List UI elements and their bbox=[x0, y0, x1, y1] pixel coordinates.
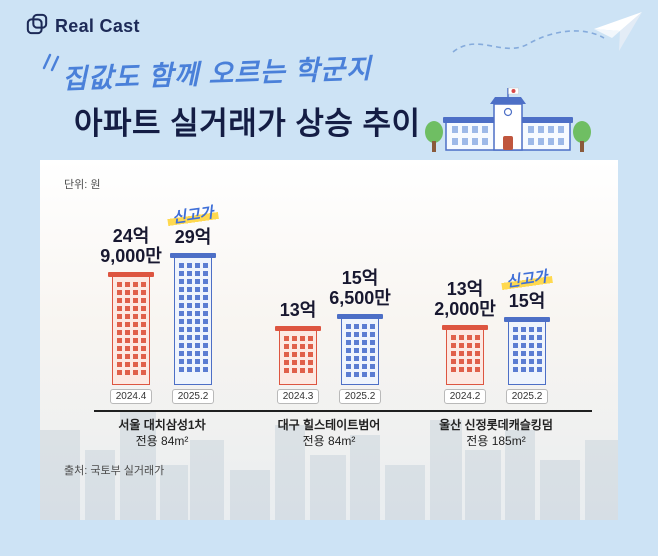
price-label: 15억 bbox=[508, 291, 546, 312]
exclusive-area: 전용 84m² bbox=[302, 433, 356, 448]
group-label: 울산 신정롯데캐슬킹덤 전용 185m² bbox=[401, 418, 591, 449]
building-illustration bbox=[170, 253, 216, 385]
building-windows bbox=[174, 258, 212, 385]
unit-label: 단위: 원 bbox=[64, 179, 101, 191]
subtitle-handwritten: 집값도 함께 오르는 학군지 bbox=[61, 53, 373, 95]
price-label: 29억 bbox=[174, 227, 212, 248]
bars-row: 24억 9,000만 2024.4 신고가 29억 2025.2 bbox=[100, 200, 221, 404]
building-bar-before: 13억 2,000만 2024.2 bbox=[434, 278, 496, 404]
building-roof bbox=[442, 325, 488, 330]
chart-baseline bbox=[94, 410, 592, 412]
building-bar-after: 15억 6,500만 2025.2 bbox=[329, 267, 391, 404]
building-bar-after: 신고가 15억 2025.2 bbox=[499, 264, 555, 404]
brand-name: Real Cast bbox=[55, 16, 140, 36]
accent-slashes-icon bbox=[40, 50, 60, 77]
building-roof bbox=[275, 326, 321, 331]
building-roof bbox=[170, 253, 216, 258]
school-illustration bbox=[424, 86, 592, 161]
date-badge: 2025.2 bbox=[505, 389, 549, 404]
building-bar-after: 신고가 29억 2025.2 bbox=[165, 200, 221, 404]
date-badge: 2024.4 bbox=[109, 389, 153, 404]
building-windows bbox=[508, 322, 546, 385]
building-windows bbox=[446, 330, 484, 385]
dashed-flight-path bbox=[448, 24, 608, 65]
source-label: 출처: 국토부 실거래가 bbox=[64, 465, 165, 477]
exclusive-area: 전용 185m² bbox=[466, 433, 526, 448]
bars-row: 13억 2024.3 15억 6,500만 2025.2 bbox=[270, 267, 391, 404]
new-high-annotation: 신고가 bbox=[500, 264, 554, 293]
paper-plane-icon bbox=[592, 8, 644, 59]
building-illustration bbox=[275, 326, 321, 385]
complex-name: 서울 대치삼성1차 bbox=[118, 418, 206, 432]
price-label: 13억 bbox=[279, 300, 317, 321]
price-label: 15억 6,500만 bbox=[329, 267, 391, 309]
page-title: 아파트 실거래가 상승 추이 bbox=[74, 106, 421, 141]
exclusive-area: 전용 84m² bbox=[135, 433, 189, 448]
building-roof bbox=[108, 272, 154, 277]
group-label: 대구 힐스테이트범어 전용 84m² bbox=[234, 418, 424, 449]
group-label: 서울 대치삼성1차 전용 84m² bbox=[67, 418, 257, 449]
chart-groups: 24억 9,000만 2024.4 신고가 29억 2025.2 서울 대치삼성1차 전용 8… bbox=[40, 200, 618, 448]
bar-group: 13억 2,000만 2024.2 신고가 15억 2025.2 울산 신정롯데캐슬킹덤 전용… bbox=[434, 264, 555, 448]
building-illustration bbox=[442, 325, 488, 385]
city-skyline-background bbox=[40, 370, 618, 520]
price-label: 13억 2,000만 bbox=[434, 278, 496, 320]
date-badge: 2025.2 bbox=[338, 389, 382, 404]
building-illustration bbox=[108, 272, 154, 385]
chart-panel: 단위: 원 24억 9,000만 2024.4 신고가 29억 2025.2 서울 대치삼성… bbox=[40, 160, 618, 520]
building-windows bbox=[279, 331, 317, 385]
date-badge: 2025.2 bbox=[171, 389, 215, 404]
building-windows bbox=[341, 319, 379, 385]
new-high-annotation: 신고가 bbox=[166, 200, 220, 229]
building-illustration bbox=[504, 317, 550, 385]
realcast-logo: Real Cast bbox=[26, 13, 140, 40]
bars-row: 13억 2,000만 2024.2 신고가 15억 2025.2 bbox=[434, 264, 555, 404]
date-badge: 2024.2 bbox=[443, 389, 487, 404]
bar-group: 13억 2024.3 15억 6,500만 2025.2 대구 힐스테이트범어 전용 84m… bbox=[270, 267, 391, 448]
date-badge: 2024.3 bbox=[276, 389, 320, 404]
complex-name: 울산 신정롯데캐슬킹덤 bbox=[439, 418, 553, 432]
building-windows bbox=[112, 277, 150, 385]
price-label: 24억 9,000만 bbox=[100, 225, 162, 267]
bar-group: 24억 9,000만 2024.4 신고가 29억 2025.2 서울 대치삼성1차 전용 8… bbox=[100, 200, 221, 448]
building-roof bbox=[337, 314, 383, 319]
building-roof bbox=[504, 317, 550, 322]
building-bar-before: 24억 9,000만 2024.4 bbox=[100, 225, 162, 404]
building-bar-before: 13억 2024.3 bbox=[270, 300, 326, 404]
complex-name: 대구 힐스테이트범어 bbox=[277, 418, 381, 432]
building-illustration bbox=[337, 314, 383, 385]
realcast-logo-icon bbox=[26, 13, 48, 40]
